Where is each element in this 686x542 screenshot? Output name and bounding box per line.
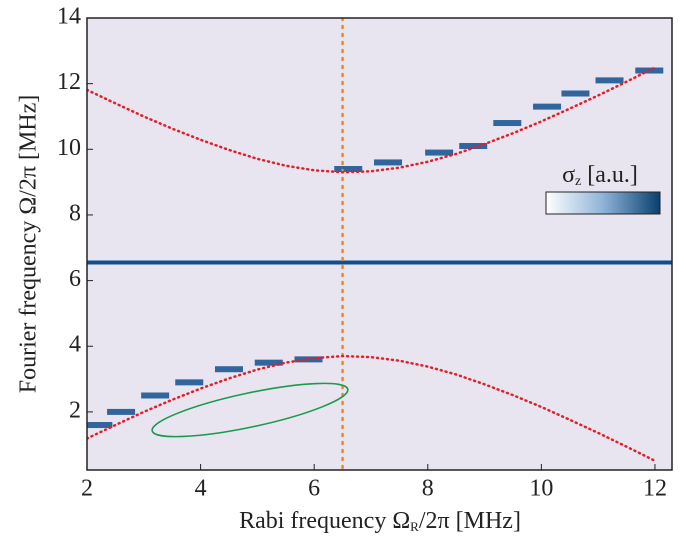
y-tick-label: 10 [57,135,81,161]
colorbar-label-part: σ [562,162,575,188]
x-label-part: Rabi frequency Ω [239,508,410,534]
y-tick-label: 8 [69,200,81,226]
signal-segment [254,359,283,366]
x-tick-label: 6 [308,476,320,502]
colorbar-label-sub: z [575,174,581,189]
colorbar-label-part: [a.u.] [581,162,638,188]
colorbar-scale [545,191,661,215]
signal-segment [175,379,204,386]
x-tick-label: 10 [529,476,553,502]
y-tick-label: 12 [57,69,81,95]
y-tick-label: 14 [57,4,81,30]
plot-area [87,18,672,470]
highlight-ellipse [151,382,349,438]
x-tick-label: 2 [81,476,93,502]
signal-segment [595,77,624,84]
signal-segment [87,422,113,429]
x-label-sub: R [410,519,419,534]
x-tick-label: 12 [643,476,667,502]
y-axis-label: Fourier frequency Ω/2π [MHz] [16,95,42,394]
y-tick-label: 2 [69,397,81,423]
x-label-part: /2π [MHz] [419,508,521,534]
signal-segment [425,149,454,156]
signal-segment [533,103,562,110]
y-tick-label: 4 [69,332,81,358]
plot-background [87,18,672,470]
y-tick-label: 6 [69,266,81,292]
signal-segment [214,366,243,373]
signal-segment [107,408,136,415]
x-axis-label: Rabi frequency ΩR/2π [MHz] [239,508,521,534]
x-tick-label: 4 [195,476,207,502]
signal-segment [459,143,488,150]
theory-curve [87,66,657,174]
theory-curve [87,354,657,463]
x-tick-label: 8 [422,476,434,502]
signal-segment [374,159,403,166]
signal-segment [334,165,363,172]
colorbar: σz [a.u.] [545,162,661,215]
plot-frame [86,17,673,471]
signal-segment [493,120,522,127]
signal-segment [561,90,590,97]
colorbar-label: σz [a.u.] [562,162,638,190]
signal-segment [141,392,170,399]
